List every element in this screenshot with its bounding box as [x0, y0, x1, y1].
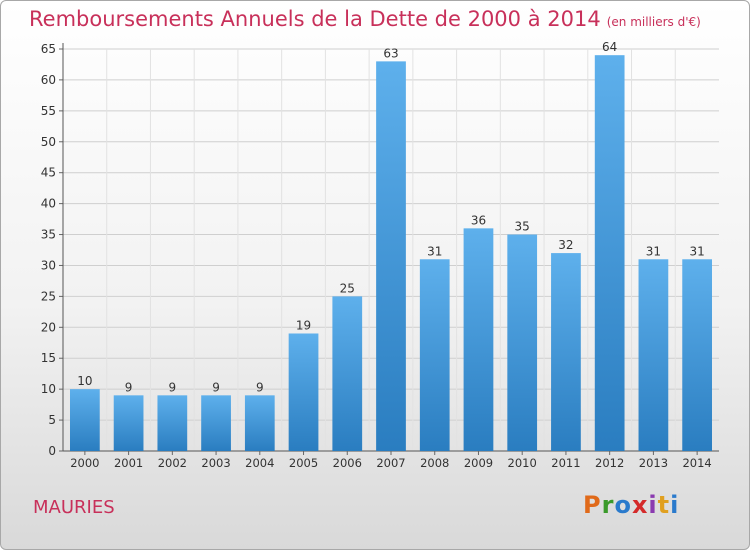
bar-layer: 10 9 9 9 9 19 25 63 31 36 35 32 64 31 31 [69, 40, 713, 451]
logo-letter: i [670, 491, 680, 519]
data-label: 9 [256, 380, 264, 394]
x-tick-label: 2007 [376, 456, 405, 470]
x-tick-label: 2003 [201, 456, 230, 470]
bar [507, 234, 538, 451]
y-tick-label: 5 [48, 413, 56, 427]
x-tick-label: 2004 [245, 456, 274, 470]
data-label: 36 [471, 213, 486, 227]
bar [201, 395, 231, 451]
bar [376, 61, 406, 451]
data-label: 9 [125, 380, 133, 394]
x-tick-label: 2006 [333, 456, 362, 470]
data-label: 32 [558, 238, 573, 252]
logo-letter: P [583, 491, 602, 519]
data-label: 63 [383, 46, 398, 60]
data-label: 31 [427, 244, 442, 258]
bar [69, 389, 100, 451]
x-tick-label: 2000 [70, 456, 99, 470]
bar [638, 259, 669, 451]
bar [594, 55, 625, 451]
data-label: 9 [169, 380, 177, 394]
logo-letter: i [648, 491, 658, 519]
logo-letter: x [631, 491, 649, 519]
x-tick-label: 2001 [114, 456, 143, 470]
chart-title-text: Remboursements Annuels de la Dette de 20… [29, 7, 601, 31]
data-label: 25 [340, 281, 355, 295]
y-tick-label: 25 [41, 289, 56, 303]
x-tick-label: 2005 [289, 456, 318, 470]
logo-letter: o [614, 491, 632, 519]
bar [113, 395, 144, 451]
x-tick-label: 2010 [508, 456, 537, 470]
bar [244, 395, 275, 451]
x-tick-label: 2011 [551, 456, 580, 470]
chart-unit: (en milliers d'€) [606, 15, 701, 29]
y-tick-label: 45 [41, 166, 56, 180]
axis-layer: 0 5 10 15 20 25 30 35 40 45 50 55 60 65 2000 2001 2002 20… [41, 42, 719, 470]
y-tick-label: 40 [41, 197, 56, 211]
bar [332, 296, 363, 451]
proxiti-logo[interactable]: Proxiti [583, 491, 679, 519]
bar [419, 259, 450, 451]
data-label: 10 [77, 374, 92, 388]
bar [551, 253, 581, 451]
bar [682, 259, 713, 451]
y-tick-label: 65 [41, 42, 56, 56]
y-tick-label: 0 [48, 444, 56, 458]
data-label: 31 [646, 244, 661, 258]
y-tick-label: 35 [41, 228, 56, 242]
logo-letter: r [601, 491, 615, 519]
y-tick-label: 60 [41, 73, 56, 87]
x-tick-label: 2012 [595, 456, 624, 470]
logo-letter: t [657, 491, 671, 519]
y-tick-label: 15 [41, 351, 56, 365]
x-tick-label: 2008 [420, 456, 449, 470]
bar [157, 395, 188, 451]
y-tick-label: 55 [41, 104, 56, 118]
data-label: 31 [689, 244, 704, 258]
y-tick-label: 50 [41, 135, 56, 149]
data-label: 9 [212, 380, 220, 394]
x-tick-label: 2014 [682, 456, 711, 470]
data-label: 35 [515, 220, 530, 234]
bar [463, 228, 494, 451]
x-tick-label: 2013 [639, 456, 668, 470]
city-name: MAURIES [33, 497, 115, 518]
y-tick-label: 10 [41, 382, 56, 396]
y-tick-label: 30 [41, 258, 56, 272]
chart-title: Remboursements Annuels de la Dette de 20… [29, 7, 701, 31]
x-tick-label: 2002 [158, 456, 187, 470]
x-tick-label: 2009 [464, 456, 493, 470]
data-label: 19 [296, 318, 311, 332]
y-tick-label: 20 [41, 320, 56, 334]
data-label: 64 [602, 40, 617, 54]
bar [288, 333, 319, 451]
